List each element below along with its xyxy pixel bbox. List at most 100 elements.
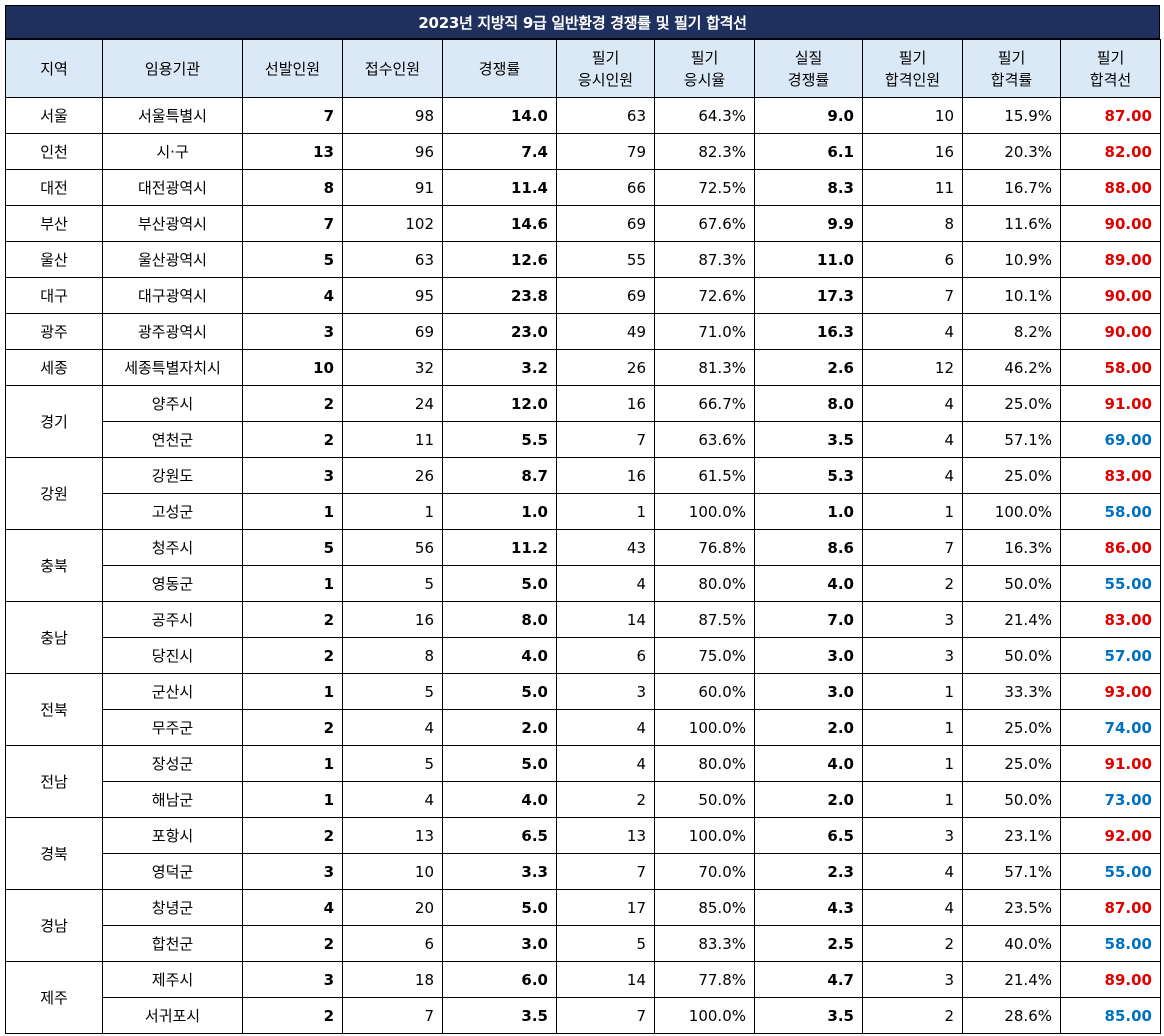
real-competition-cell: 6.1 — [754, 133, 863, 170]
selection-count-cell: 3 — [242, 961, 343, 998]
column-header: 필기 응시율 — [654, 39, 755, 98]
selection-count-cell: 1 — [242, 781, 343, 818]
agency-cell: 영덕군 — [102, 853, 243, 890]
real-competition-cell: 2.0 — [754, 781, 863, 818]
selection-count-cell: 3 — [242, 457, 343, 494]
agency-cell: 장성군 — [102, 745, 243, 782]
table-row: 강원 강원도 3 26 8.7 16 61.5% 5.3 4 25.0% 83.00 — [5, 457, 1161, 530]
exam-takers-cell: 63 — [556, 97, 655, 134]
agency-cell: 양주시 — [102, 385, 243, 422]
exam-takers-cell: 7 — [556, 997, 655, 1034]
attendance-rate-cell: 71.0% — [654, 313, 755, 350]
cutoff-score-cell: 90.00 — [1060, 205, 1161, 242]
attendance-rate-cell: 87.5% — [654, 601, 755, 638]
column-header: 필기 합격선 — [1060, 39, 1161, 98]
column-header: 접수인원 — [342, 39, 443, 98]
attendance-rate-cell: 100.0% — [654, 493, 755, 530]
attendance-rate-cell: 80.0% — [654, 745, 755, 782]
agency-cell: 창녕군 — [102, 889, 243, 926]
pass-rate-cell: 57.1% — [962, 421, 1061, 458]
column-header-line: 경쟁률 — [787, 70, 830, 89]
selection-count-cell: 2 — [242, 925, 343, 962]
region-cell: 경기 — [5, 385, 103, 458]
agency-cell: 시·구 — [102, 133, 243, 170]
applicant-count-cell: 102 — [342, 205, 443, 242]
pass-count-cell: 2 — [862, 997, 963, 1034]
column-header-line: 필기 — [591, 48, 620, 67]
pass-rate-cell: 50.0% — [962, 565, 1061, 602]
column-header-line: 실질 — [794, 48, 823, 67]
competition-rate-cell: 3.5 — [442, 997, 557, 1034]
selection-count-cell: 5 — [242, 241, 343, 278]
competition-rate-cell: 3.0 — [442, 925, 557, 962]
agency-cell: 대구광역시 — [102, 277, 243, 314]
agency-cell: 대전광역시 — [102, 169, 243, 206]
table-row: 전북 군산시 1 5 5.0 3 60.0% 3.0 1 33.3% 93.00 — [5, 673, 1161, 746]
table-row: 제주 제주시 3 18 6.0 14 77.8% 4.7 3 21.4% 89.00 — [5, 961, 1161, 1034]
applicant-count-cell: 63 — [342, 241, 443, 278]
attendance-rate-cell: 50.0% — [654, 781, 755, 818]
selection-count-cell: 2 — [242, 601, 343, 638]
selection-count-cell: 10 — [242, 349, 343, 386]
attendance-rate-cell: 83.3% — [654, 925, 755, 962]
exam-takers-cell: 6 — [556, 637, 655, 674]
column-header: 경쟁률 — [442, 39, 557, 98]
pass-rate-cell: 16.7% — [962, 169, 1061, 206]
pass-count-cell: 1 — [862, 745, 963, 782]
table-row: 해남군 1 4 4.0 2 50.0% 2.0 1 50.0% 73.00 — [6, 781, 1161, 818]
applicant-count-cell: 91 — [342, 169, 443, 206]
applicant-count-cell: 69 — [342, 313, 443, 350]
real-competition-cell: 16.3 — [754, 313, 863, 350]
table-title: 2023년 지방직 9급 일반환경 경쟁률 및 필기 합격선 — [5, 5, 1160, 39]
exam-takers-cell: 4 — [556, 565, 655, 602]
agency-cell: 세종특별자치시 — [102, 349, 243, 386]
cutoff-score-cell: 85.00 — [1060, 997, 1161, 1034]
region-cell: 경남 — [5, 889, 103, 962]
exam-takers-cell: 69 — [556, 277, 655, 314]
column-header-line: 응시인원 — [577, 70, 634, 89]
agency-cell: 군산시 — [102, 673, 243, 710]
exam-takers-cell: 14 — [556, 961, 655, 998]
selection-count-cell: 1 — [242, 745, 343, 782]
competition-rate-cell: 7.4 — [442, 133, 557, 170]
competition-rate-cell: 3.3 — [442, 853, 557, 890]
pass-rate-cell: 25.0% — [962, 709, 1061, 746]
real-competition-cell: 8.6 — [754, 529, 863, 566]
real-competition-cell: 4.3 — [754, 889, 863, 926]
attendance-rate-cell: 64.3% — [654, 97, 755, 134]
table-header: 지역 임용기관 선발인원 접수인원 경쟁률 필기 응시인원 필기 응시율 실질 경쟁률 필기 합격인원 필… — [5, 39, 1161, 98]
competition-rate-cell: 12.6 — [442, 241, 557, 278]
exam-takers-cell: 17 — [556, 889, 655, 926]
competition-rate-cell: 11.4 — [442, 169, 557, 206]
column-header-line: 합격률 — [990, 70, 1033, 89]
competition-rate-cell: 5.0 — [442, 673, 557, 710]
exam-takers-cell: 43 — [556, 529, 655, 566]
applicant-count-cell: 4 — [342, 709, 443, 746]
pass-count-cell: 2 — [862, 565, 963, 602]
column-header-line: 필기 — [1096, 48, 1125, 67]
region-cell: 강원 — [5, 457, 103, 530]
column-header-line: 선발인원 — [264, 59, 321, 78]
cutoff-score-cell: 93.00 — [1060, 673, 1161, 710]
pass-rate-cell: 15.9% — [962, 97, 1061, 134]
pass-rate-cell: 20.3% — [962, 133, 1061, 170]
attendance-rate-cell: 67.6% — [654, 205, 755, 242]
competition-rate-cell: 4.0 — [442, 637, 557, 674]
cutoff-score-cell: 83.00 — [1060, 601, 1161, 638]
pass-count-cell: 16 — [862, 133, 963, 170]
region-cell: 경북 — [5, 817, 103, 890]
region-cell: 세종 — [5, 349, 103, 386]
competition-rate-cell: 12.0 — [442, 385, 557, 422]
exam-takers-cell: 55 — [556, 241, 655, 278]
real-competition-cell: 1.0 — [754, 493, 863, 530]
real-competition-cell: 9.0 — [754, 97, 863, 134]
table-row: 당진시 2 8 4.0 6 75.0% 3.0 3 50.0% 57.00 — [6, 637, 1161, 674]
table-row: 세종 세종특별자치시 10 32 3.2 26 81.3% 2.6 12 46.2% 58.00 — [5, 349, 1161, 386]
attendance-rate-cell: 80.0% — [654, 565, 755, 602]
cutoff-score-cell: 88.00 — [1060, 169, 1161, 206]
cutoff-score-cell: 73.00 — [1060, 781, 1161, 818]
agency-cell: 무주군 — [102, 709, 243, 746]
real-competition-cell: 2.0 — [754, 709, 863, 746]
table-row: 전남 장성군 1 5 5.0 4 80.0% 4.0 1 25.0% 91.00 — [5, 745, 1161, 818]
